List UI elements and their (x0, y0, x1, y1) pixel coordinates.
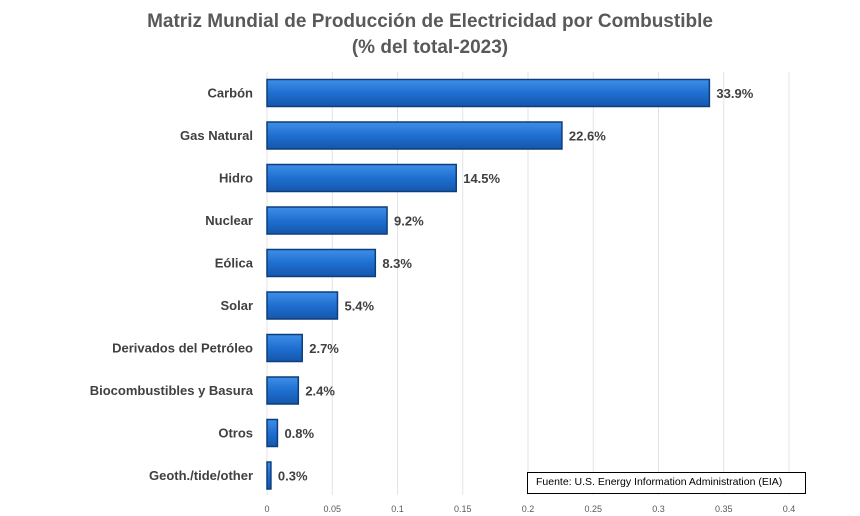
labels: 0 0.05 0.1 0.15 0.2 0.25 0.3 0.35 0.4 Carbón 33.9%… (90, 86, 796, 515)
bar (266, 333, 303, 363)
data-label: 22.6% (569, 129, 606, 144)
x-tick-label: 0.15 (454, 504, 472, 514)
x-tick-label: 0.4 (783, 504, 796, 514)
data-label: 2.7% (309, 341, 339, 356)
data-label: 8.3% (382, 256, 412, 271)
data-label: 2.4% (305, 384, 335, 399)
data-label: 0.8% (284, 426, 314, 441)
data-label: 9.2% (394, 214, 424, 229)
chart-subtitle: (% del total-2023) (351, 37, 509, 58)
x-tick-label: 0.1 (391, 504, 404, 514)
data-label: 0.3% (278, 469, 308, 484)
category-label: Gas Natural (180, 128, 253, 143)
category-label: Derivados del Petróleo (112, 341, 253, 356)
bar (266, 121, 563, 150)
x-tick-label: 0 (264, 504, 269, 514)
category-label: Carbón (208, 86, 254, 101)
source-note: Fuente: U.S. Energy Information Administ… (527, 472, 806, 494)
bars (266, 78, 711, 490)
category-label: Biocombustibles y Basura (90, 383, 254, 398)
bar (266, 418, 279, 448)
bar (266, 78, 711, 108)
x-tick-label: 0.2 (522, 504, 535, 514)
bar (266, 206, 388, 235)
category-label: Hidro (219, 171, 253, 186)
bar (266, 376, 300, 405)
category-label: Solar (220, 298, 253, 313)
bar (266, 248, 377, 278)
bar (266, 163, 457, 193)
chart-title: Matriz Mundial de Producción de Electric… (147, 11, 713, 32)
bar (266, 461, 272, 490)
x-tick-label: 0.3 (652, 504, 665, 514)
bar (266, 291, 339, 320)
x-tick-label: 0.35 (715, 504, 733, 514)
data-label: 5.4% (344, 299, 374, 314)
x-tick-label: 0.25 (584, 504, 602, 514)
category-label: Geoth./tide/other (149, 468, 253, 483)
category-label: Nuclear (205, 213, 253, 228)
x-tick-label: 0.05 (323, 504, 341, 514)
data-label: 33.9% (716, 86, 753, 101)
category-label: Otros (218, 426, 253, 441)
category-label: Eólica (215, 256, 254, 271)
data-label: 14.5% (463, 171, 500, 186)
